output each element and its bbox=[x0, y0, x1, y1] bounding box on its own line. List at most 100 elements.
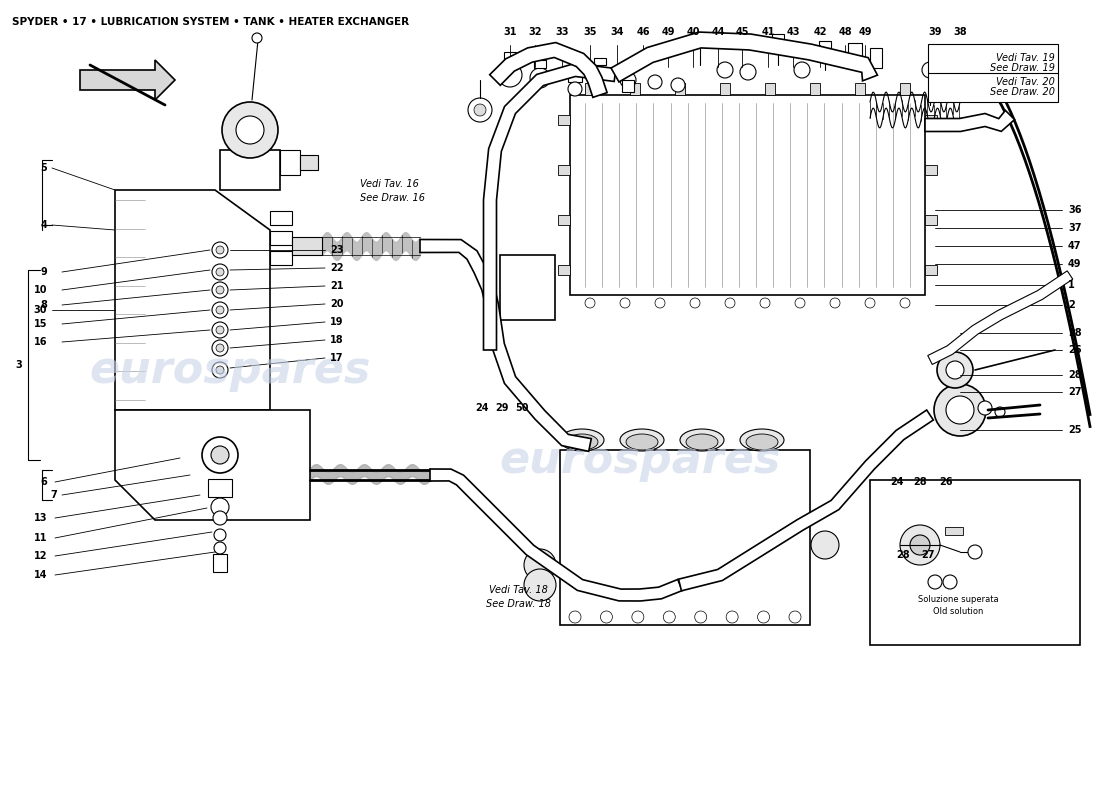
Circle shape bbox=[216, 326, 224, 334]
Polygon shape bbox=[484, 63, 616, 350]
Circle shape bbox=[910, 535, 930, 555]
Text: 12: 12 bbox=[33, 551, 47, 561]
Circle shape bbox=[585, 298, 595, 308]
Circle shape bbox=[900, 298, 910, 308]
Text: 25: 25 bbox=[1068, 425, 1081, 435]
Circle shape bbox=[211, 498, 229, 516]
Circle shape bbox=[498, 63, 522, 87]
Circle shape bbox=[568, 82, 582, 96]
Ellipse shape bbox=[626, 434, 658, 450]
Text: 39: 39 bbox=[928, 27, 942, 37]
Circle shape bbox=[216, 344, 224, 352]
Text: 20: 20 bbox=[330, 299, 343, 309]
Circle shape bbox=[524, 549, 556, 581]
Text: eurospares: eurospares bbox=[499, 438, 781, 482]
Text: 22: 22 bbox=[330, 263, 343, 273]
Circle shape bbox=[222, 102, 278, 158]
Ellipse shape bbox=[680, 429, 724, 451]
Bar bbox=[270, 211, 292, 225]
Text: 33: 33 bbox=[556, 27, 569, 37]
Circle shape bbox=[202, 437, 238, 473]
Polygon shape bbox=[430, 469, 682, 601]
Circle shape bbox=[937, 352, 974, 388]
Circle shape bbox=[830, 298, 840, 308]
Text: 1: 1 bbox=[1068, 280, 1075, 290]
Text: 19: 19 bbox=[330, 317, 343, 327]
Circle shape bbox=[968, 545, 982, 559]
Text: 21: 21 bbox=[330, 281, 343, 291]
Bar bbox=[500, 255, 556, 320]
Bar bbox=[558, 165, 570, 175]
Circle shape bbox=[946, 361, 964, 379]
Text: 2: 2 bbox=[1068, 300, 1075, 310]
Text: See Draw. 16: See Draw. 16 bbox=[360, 193, 425, 203]
Bar bbox=[534, 60, 546, 68]
Circle shape bbox=[900, 525, 940, 565]
Circle shape bbox=[216, 286, 224, 294]
Circle shape bbox=[663, 611, 675, 623]
Bar bbox=[570, 95, 925, 295]
Text: 10: 10 bbox=[33, 285, 47, 295]
Text: SPYDER • 17 • LUBRICATION SYSTEM • TANK • HEATER EXCHANGER: SPYDER • 17 • LUBRICATION SYSTEM • TANK … bbox=[12, 17, 409, 27]
Text: 41: 41 bbox=[761, 27, 774, 37]
Circle shape bbox=[865, 298, 874, 308]
Bar bbox=[208, 479, 232, 497]
Text: 8: 8 bbox=[40, 300, 47, 310]
Text: 28: 28 bbox=[1068, 328, 1081, 338]
Circle shape bbox=[216, 306, 224, 314]
Polygon shape bbox=[679, 410, 933, 591]
Circle shape bbox=[212, 242, 228, 258]
Circle shape bbox=[214, 542, 225, 554]
Circle shape bbox=[758, 611, 770, 623]
Circle shape bbox=[695, 611, 706, 623]
Polygon shape bbox=[420, 239, 592, 451]
Circle shape bbox=[569, 611, 581, 623]
Text: eurospares: eurospares bbox=[89, 349, 371, 391]
Circle shape bbox=[978, 401, 992, 415]
Bar bbox=[764, 83, 776, 95]
Bar bbox=[848, 43, 862, 65]
Bar bbox=[925, 165, 937, 175]
Text: 34: 34 bbox=[610, 27, 624, 37]
Bar bbox=[621, 80, 634, 92]
Bar bbox=[630, 83, 640, 95]
Text: 48: 48 bbox=[838, 27, 851, 37]
Text: 42: 42 bbox=[813, 27, 827, 37]
Circle shape bbox=[216, 246, 224, 254]
Circle shape bbox=[717, 62, 733, 78]
Text: 46: 46 bbox=[636, 27, 650, 37]
Circle shape bbox=[524, 569, 556, 601]
Bar bbox=[855, 83, 865, 95]
Text: 31: 31 bbox=[504, 27, 517, 37]
Bar bbox=[772, 34, 784, 42]
Circle shape bbox=[725, 298, 735, 308]
Text: 49: 49 bbox=[858, 27, 871, 37]
Circle shape bbox=[212, 264, 228, 280]
Polygon shape bbox=[116, 190, 270, 410]
Text: 5: 5 bbox=[41, 163, 47, 173]
Circle shape bbox=[654, 298, 666, 308]
Circle shape bbox=[789, 611, 801, 623]
Polygon shape bbox=[80, 60, 175, 100]
Circle shape bbox=[211, 446, 229, 464]
Text: Vedi Tav. 20: Vedi Tav. 20 bbox=[997, 77, 1055, 87]
Bar bbox=[820, 41, 830, 48]
Text: 4: 4 bbox=[41, 220, 47, 230]
Circle shape bbox=[726, 611, 738, 623]
Circle shape bbox=[620, 72, 636, 88]
Circle shape bbox=[216, 268, 224, 276]
Bar bbox=[694, 38, 706, 45]
Bar bbox=[213, 554, 227, 572]
Polygon shape bbox=[927, 271, 1072, 365]
Bar bbox=[675, 83, 685, 95]
Bar bbox=[568, 68, 582, 82]
Bar bbox=[220, 150, 280, 190]
Text: Vedi Tav. 18: Vedi Tav. 18 bbox=[488, 585, 548, 595]
Text: 32: 32 bbox=[528, 27, 541, 37]
Text: 26: 26 bbox=[1068, 345, 1081, 355]
Bar bbox=[925, 215, 937, 225]
Bar bbox=[925, 265, 937, 275]
Text: See Draw. 18: See Draw. 18 bbox=[485, 599, 550, 609]
Text: 28: 28 bbox=[1068, 370, 1081, 380]
Text: 29: 29 bbox=[495, 403, 508, 413]
